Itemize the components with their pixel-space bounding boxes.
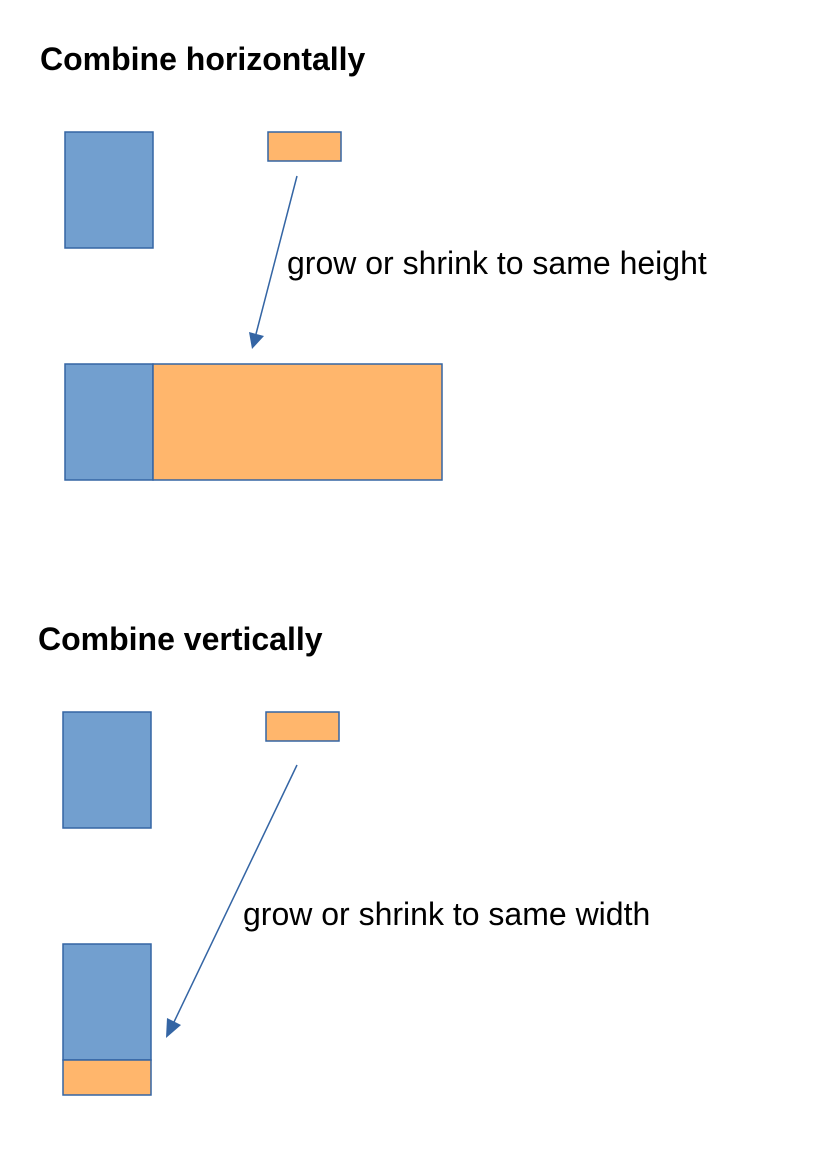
combined-blue-block [64,363,154,481]
horizontal-section: Combine horizontally grow or shrink to s… [40,41,707,481]
horizontal-annotation: grow or shrink to same height [287,245,707,281]
orange-block [267,131,342,162]
arrowhead-icon [166,1018,181,1038]
combined-orange-block [152,363,443,481]
arrowhead-icon [249,332,264,349]
combined-orange-block [62,1059,152,1096]
vertical-title: Combine vertically [38,621,323,657]
horizontal-title: Combine horizontally [40,41,366,77]
vertical-section: Combine vertically grow or shrink to sam… [38,621,650,1096]
combined-blue-block [62,943,152,1061]
arrow-line [255,175,298,335]
blue-block [62,711,152,829]
blue-block [64,131,154,249]
vertical-annotation: grow or shrink to same width [243,896,650,932]
orange-block [265,711,340,742]
arrow-line [173,764,298,1023]
